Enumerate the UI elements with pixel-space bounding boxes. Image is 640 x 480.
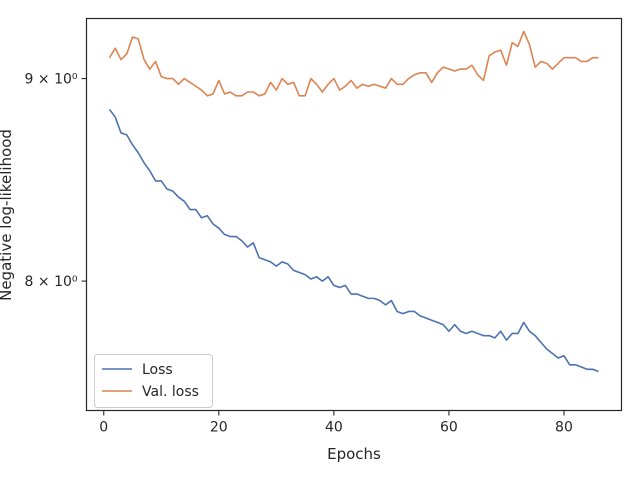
plot-frame <box>85 17 623 412</box>
x-tick-label: 0 <box>99 420 108 436</box>
x-tick-label: 20 <box>210 420 228 436</box>
y-axis-label: Negative log-likelihood <box>0 129 15 301</box>
y-tick-label: 9 × 10⁰ <box>25 72 78 88</box>
legend-label-loss: Loss <box>142 362 173 378</box>
series-line-val-loss <box>108 30 599 97</box>
legend-box <box>94 354 213 408</box>
legend-label-val-loss: Val. loss <box>142 384 199 400</box>
y-axis-ticks: 8 × 10⁰ 9 × 10⁰ <box>25 72 87 290</box>
y-tick-label: 8 × 10⁰ <box>25 274 78 290</box>
x-tick-label: 40 <box>325 420 343 436</box>
x-axis-label: Epochs <box>327 445 381 463</box>
series-line-loss <box>108 108 599 373</box>
x-tick-label: 60 <box>440 420 458 436</box>
x-tick-label: 80 <box>555 420 573 436</box>
x-axis-ticks: 0 20 40 60 80 <box>99 410 573 436</box>
plot-lines <box>108 30 599 373</box>
legend: Loss Val. loss <box>94 354 213 408</box>
